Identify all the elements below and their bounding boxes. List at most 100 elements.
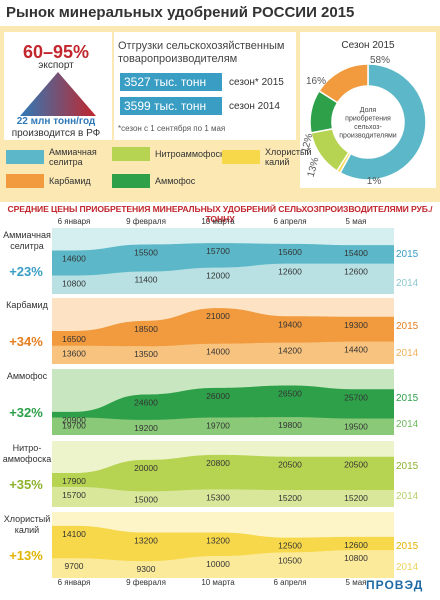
value-label-2014: 19700 — [206, 421, 230, 431]
series-2014-label: 2014 — [396, 562, 419, 573]
legend-swatch — [222, 150, 260, 164]
value-label-2015: 20800 — [206, 458, 230, 468]
series-2014-label: 2014 — [396, 491, 419, 502]
value-label-2015: 24600 — [134, 397, 158, 407]
value-label-2015: 12600 — [344, 540, 368, 550]
value-label-2014: 11400 — [134, 275, 157, 285]
legend-label: Аммиачная селитра — [49, 147, 97, 167]
series-2014-label: 2014 — [396, 278, 419, 289]
value-label-2015: 26500 — [278, 389, 302, 399]
value-label-2014: 9700 — [65, 561, 84, 571]
value-label-2015: 20900 — [62, 415, 86, 425]
x-tick-label: 5 мая — [345, 578, 367, 587]
legend-swatch — [6, 150, 44, 164]
donut-center-label: Доля — [360, 107, 377, 114]
legend-item: Нитроаммофоска — [112, 147, 229, 161]
value-label-2014: 19500 — [344, 422, 368, 432]
legend-item: Хлористый калий — [222, 147, 312, 167]
series-2014-area — [52, 341, 394, 364]
donut-center-label: приобретения — [345, 115, 391, 123]
donut-slice-label: 13% — [306, 156, 322, 178]
value-label-2014: 14400 — [344, 345, 368, 355]
value-label-2015: 26000 — [206, 391, 230, 401]
donut-slice-label: 1% — [367, 176, 382, 187]
x-tick-label: 10 марта — [201, 578, 235, 587]
x-tick-label: 6 января — [57, 578, 91, 587]
provod-logo: ПРОВЭД — [366, 578, 424, 592]
value-label-2015: 20500 — [278, 460, 302, 470]
value-label-2014: 14200 — [278, 346, 302, 356]
value-label-2015: 15400 — [344, 248, 368, 258]
production-amount: 22 млн тонн/год — [16, 116, 96, 127]
row-name: Аммофос — [6, 371, 48, 381]
row-change: +23% — [9, 264, 43, 279]
donut-center-label: производителями — [339, 133, 397, 140]
series-2014-area — [52, 550, 394, 578]
value-label-2014: 10800 — [62, 279, 86, 289]
value-label-2014: 14000 — [206, 347, 230, 357]
row-change: +35% — [9, 477, 43, 492]
value-label-2015: 15600 — [278, 247, 302, 257]
value-label-2015: 13200 — [206, 536, 230, 546]
value-label-2015: 15700 — [206, 246, 230, 256]
value-label-2014: 15300 — [206, 492, 230, 502]
page-title: Рынок минеральных удобрений РОССИИ 2015 — [6, 4, 355, 21]
value-label-2014: 12600 — [344, 267, 368, 277]
row-change: +32% — [9, 405, 43, 420]
series-2015-label: 2015 — [396, 540, 419, 552]
series-2015-label: 2015 — [396, 249, 419, 261]
triangle-icon — [20, 72, 96, 116]
export-label: экспорт — [38, 60, 74, 71]
value-label-2014: 12000 — [206, 271, 230, 281]
row-name: Карбамид — [6, 300, 48, 310]
shipments-title: Отгрузки сельскохозяйственным товаропрои… — [118, 40, 285, 65]
value-label-2014: 19800 — [278, 420, 302, 430]
donut-chart: Сезон 2015 58% 1% 13% 12% 16% Доляприобретения… — [300, 40, 427, 187]
value-label-2014: 15200 — [344, 493, 368, 503]
series-2015-label: 2015 — [396, 393, 419, 405]
chart-title: СРЕДНИЕ ЦЕНЫ ПРИОБРЕТЕНИЯ МИНЕРАЛЬНЫХ УД… — [7, 204, 433, 224]
legend-item: Аммиачная селитра — [6, 147, 106, 167]
legend-label: Нитроаммофоска — [155, 149, 230, 159]
legend-label: Аммофос — [155, 176, 196, 186]
series-2014-area — [52, 417, 394, 435]
value-label-2015: 15500 — [134, 248, 158, 258]
shipments-2015-season: сезон* 2015 — [229, 77, 284, 88]
series-2015-label: 2015 — [396, 460, 419, 472]
series-2014-label: 2014 — [396, 419, 419, 430]
legend-swatch — [6, 174, 44, 188]
value-label-2015: 17900 — [62, 476, 86, 486]
x-tick-label: 6 января — [57, 217, 91, 226]
value-label-2014: 9300 — [137, 564, 156, 574]
value-label-2015: 16500 — [62, 334, 86, 344]
value-label-2014: 19700 — [62, 421, 86, 431]
series-2014-area — [52, 486, 394, 507]
legend-item: Аммофос — [112, 174, 212, 188]
value-label-2015: 21000 — [206, 311, 230, 321]
value-label-2015: 18500 — [134, 324, 158, 334]
x-tick-label: 6 апреля — [273, 217, 307, 226]
row-name: Хлористый калий — [3, 514, 51, 535]
series-2014-label: 2014 — [396, 348, 419, 359]
donut-slice — [317, 63, 369, 104]
row-change: +34% — [9, 334, 43, 349]
series-2015-label: 2015 — [396, 320, 419, 332]
value-label-2014: 12600 — [278, 267, 302, 277]
value-label-2015: 19400 — [278, 319, 302, 329]
legend-item: Карбамид — [6, 174, 106, 188]
value-label-2014: 15000 — [134, 494, 158, 504]
shipments-2015-value: 3527 тыс. тонн — [120, 73, 222, 91]
value-label-2014: 15200 — [278, 493, 302, 503]
value-label-2015: 25700 — [344, 392, 368, 402]
value-label-2015: 20500 — [344, 460, 368, 470]
shipments-2014-value: 3599 тыс. тонн — [120, 97, 222, 115]
shipments-note: *сезон с 1 сентября по 1 мая — [118, 124, 226, 133]
donut-center-label: сельхоз- — [354, 124, 382, 131]
value-label-2014: 13600 — [62, 349, 86, 359]
donut-slice-label: 58% — [370, 55, 390, 66]
row-name: Аммиачная селитра — [3, 230, 51, 251]
series-2014-area — [52, 263, 394, 294]
legend-swatch — [112, 174, 150, 188]
export-percent: 60–95% — [22, 42, 90, 62]
legend-label: Хлористый калий — [265, 147, 312, 167]
